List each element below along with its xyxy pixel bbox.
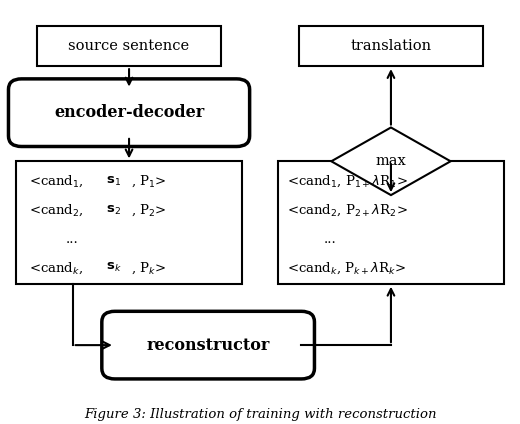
- Text: $\mathbf{s}_{2}$: $\mathbf{s}_{2}$: [106, 204, 121, 217]
- Text: <cand$_{1}$,: <cand$_{1}$,: [29, 174, 85, 189]
- Text: encoder-decoder: encoder-decoder: [54, 104, 204, 121]
- Text: <cand$_{k}$, P$_{k+}$$\lambda$R$_{k}$>: <cand$_{k}$, P$_{k+}$$\lambda$R$_{k}$>: [288, 260, 407, 276]
- Bar: [16, 161, 242, 284]
- Text: source sentence: source sentence: [69, 39, 190, 53]
- Bar: [37, 26, 221, 66]
- Text: <cand$_{2}$,: <cand$_{2}$,: [29, 203, 85, 218]
- Text: ...: ...: [324, 232, 336, 245]
- Text: $\mathbf{s}_{1}$: $\mathbf{s}_{1}$: [106, 175, 121, 188]
- Text: Figure 3: Illustration of training with reconstruction: Figure 3: Illustration of training with …: [84, 408, 436, 421]
- FancyBboxPatch shape: [102, 311, 315, 379]
- Text: max: max: [375, 154, 406, 168]
- Text: $\mathbf{s}_{k}$: $\mathbf{s}_{k}$: [106, 261, 122, 274]
- Text: ...: ...: [66, 232, 79, 245]
- Polygon shape: [331, 128, 451, 195]
- Bar: [299, 26, 483, 66]
- Text: reconstructor: reconstructor: [147, 337, 270, 354]
- Text: <cand$_{1}$, P$_{1+}$$\lambda$R$_{1}$>: <cand$_{1}$, P$_{1+}$$\lambda$R$_{1}$>: [288, 174, 408, 189]
- Text: , P$_{k}$>: , P$_{k}$>: [131, 260, 166, 276]
- FancyBboxPatch shape: [8, 79, 250, 147]
- Text: , P$_{2}$>: , P$_{2}$>: [131, 203, 166, 218]
- Bar: [278, 161, 504, 284]
- Text: translation: translation: [350, 39, 432, 53]
- Text: <cand$_{k}$,: <cand$_{k}$,: [29, 260, 85, 276]
- Text: , P$_{1}$>: , P$_{1}$>: [131, 174, 166, 189]
- Text: <cand$_{2}$, P$_{2+}$$\lambda$R$_{2}$>: <cand$_{2}$, P$_{2+}$$\lambda$R$_{2}$>: [288, 203, 408, 218]
